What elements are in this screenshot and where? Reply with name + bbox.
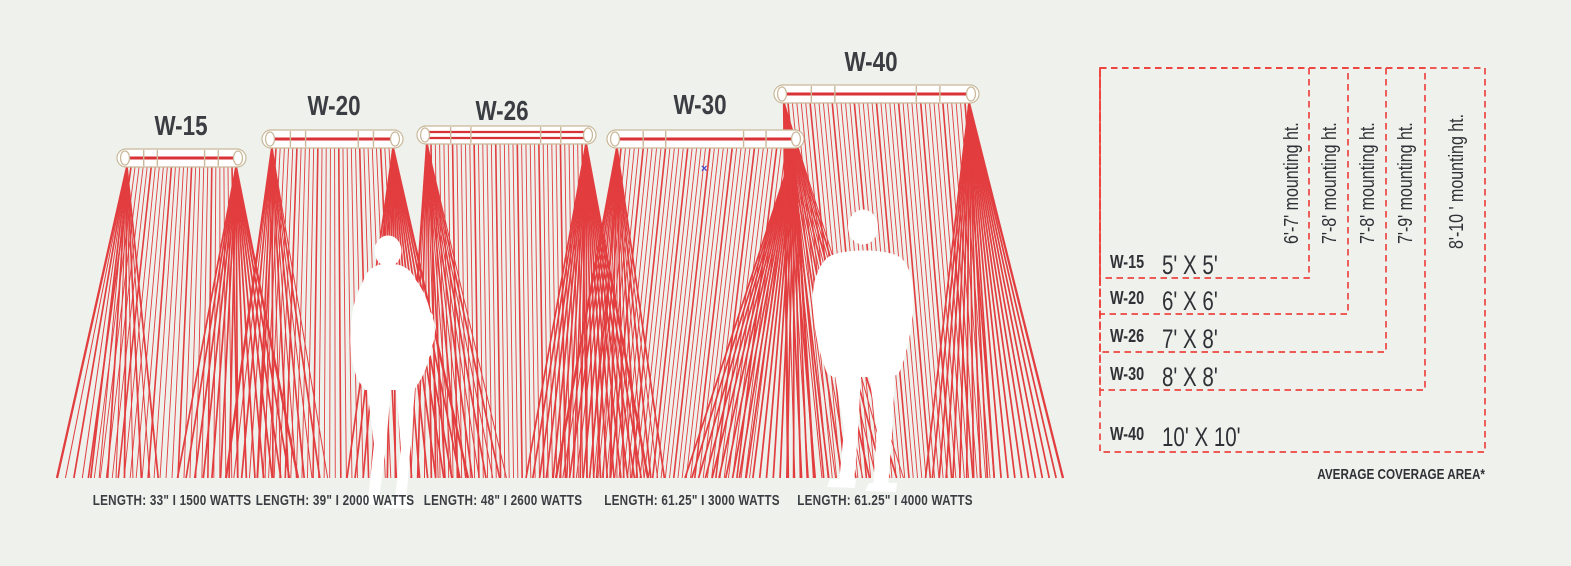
heater-title-w15: W-15 bbox=[154, 110, 208, 141]
heat-rays-w-15 bbox=[55, 166, 300, 479]
heater-title-w30: W-30 bbox=[673, 89, 727, 120]
table-model-w20: W-20 bbox=[1110, 288, 1145, 308]
spec-label-w30: LENGTH: 61.25" I 3000 WATTS bbox=[604, 492, 780, 509]
heater-title-w40: W-40 bbox=[844, 46, 898, 77]
mounting-height-label-w40: 8'-10 ' mounting ht. bbox=[1446, 113, 1468, 249]
heater-title-w26: W-26 bbox=[475, 95, 529, 126]
heater-fixture-w-40 bbox=[773, 84, 980, 104]
spec-label-w40: LENGTH: 61.25" I 4000 WATTS bbox=[797, 492, 973, 509]
heater-fixture-w-26 bbox=[416, 125, 597, 145]
table-model-w15: W-15 bbox=[1110, 252, 1145, 272]
heater-fixture-w-20 bbox=[261, 129, 404, 149]
mounting-height-label-w30: 7'-9' mounting ht. bbox=[1395, 122, 1417, 244]
table-coverage-w26: 7' X 8' bbox=[1162, 324, 1218, 354]
mounting-height-label-w15: 6'-7' mounting ht. bbox=[1281, 122, 1303, 244]
table-coverage-w40: 10' X 10' bbox=[1162, 422, 1241, 452]
table-model-w26: W-26 bbox=[1110, 326, 1145, 346]
person-silhouette-woman bbox=[350, 235, 435, 509]
spec-label-w15: LENGTH: 33" I 1500 WATTS bbox=[92, 492, 252, 509]
table-model-w30: W-30 bbox=[1110, 364, 1145, 384]
heater-title-w20: W-20 bbox=[307, 90, 361, 121]
stray-cursor-marker: × bbox=[701, 163, 708, 175]
heater-fixture-w-30 bbox=[606, 129, 805, 149]
coverage-box-w-40 bbox=[1099, 67, 1486, 453]
spec-label-w26: LENGTH: 48" I 2600 WATTS bbox=[423, 492, 583, 509]
person-silhouette-man bbox=[812, 209, 914, 492]
mounting-height-label-w26: 7'-8' mounting ht. bbox=[1357, 122, 1379, 244]
coverage-box-w-15 bbox=[1099, 67, 1310, 279]
table-coverage-w15: 5' X 5' bbox=[1162, 250, 1218, 280]
table-coverage-w20: 6' X 6' bbox=[1162, 286, 1218, 316]
coverage-box-w-26 bbox=[1099, 67, 1387, 353]
table-coverage-w30: 8' X 8' bbox=[1162, 362, 1218, 392]
table-model-w40: W-40 bbox=[1110, 424, 1145, 444]
average-coverage-footnote: AVERAGE COVERAGE AREA* bbox=[1317, 466, 1485, 483]
spec-label-w20: LENGTH: 39" I 2000 WATTS bbox=[255, 492, 415, 509]
heater-fixture-w-15 bbox=[116, 148, 247, 168]
coverage-box-w-20 bbox=[1099, 67, 1349, 315]
mounting-height-label-w20: 7'-8' mounting ht. bbox=[1319, 122, 1341, 244]
